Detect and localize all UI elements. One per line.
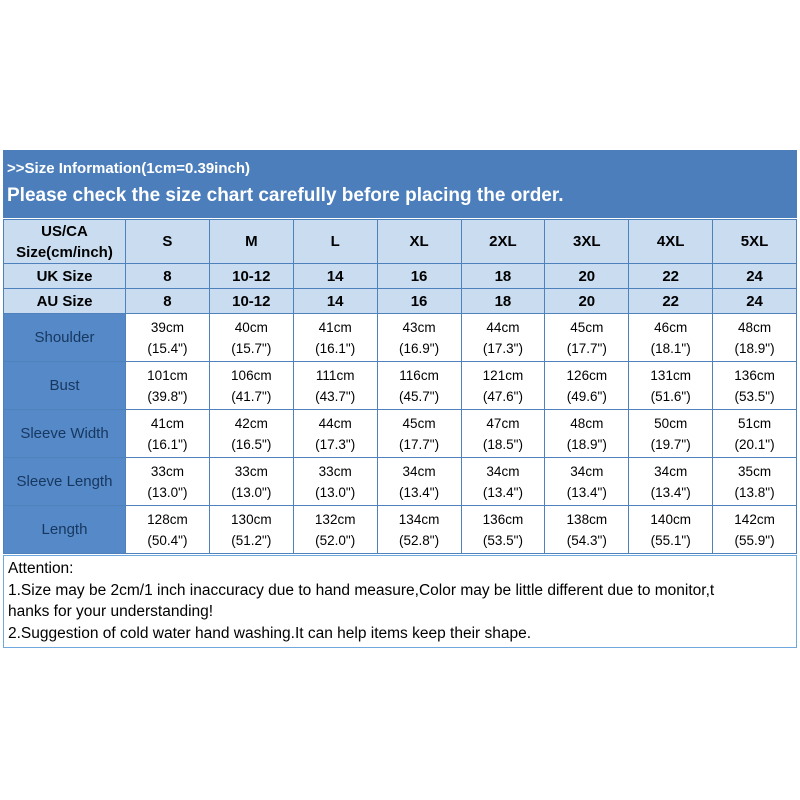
bust-value: 111cm (43.7") bbox=[292, 361, 378, 410]
uk-size-value: 24 bbox=[712, 263, 797, 289]
au-size-value: 20 bbox=[544, 288, 630, 314]
sleeve-length-label: Sleeve Length bbox=[3, 457, 126, 506]
shoulder-value: 44cm (17.3") bbox=[460, 313, 546, 362]
attention-title: Attention: bbox=[8, 560, 74, 577]
au-size-value: 16 bbox=[376, 288, 462, 314]
sleeve-length-row: Sleeve Length 33cm (13.0") 33cm (13.0") … bbox=[3, 457, 797, 506]
sleeve-length-value: 34cm (13.4") bbox=[460, 457, 546, 506]
size-header-row: US/CA Size(cm/inch) S M L XL 2XL 3XL 4XL… bbox=[3, 219, 797, 264]
au-size-value: 18 bbox=[460, 288, 546, 314]
size-header-l: L bbox=[292, 219, 378, 264]
shoulder-value: 41cm (16.1") bbox=[292, 313, 378, 362]
uk-size-row: UK Size 8 10-12 14 16 18 20 22 24 bbox=[3, 263, 797, 289]
length-value: 130cm (51.2") bbox=[208, 505, 294, 554]
shoulder-value: 43cm (16.9") bbox=[376, 313, 462, 362]
attention-line: 2.Suggestion of cold water hand washing.… bbox=[8, 624, 532, 642]
attention-line: 1.Size may be 2cm/1 inch inaccuracy due … bbox=[8, 581, 715, 599]
shoulder-value: 48cm (18.9") bbox=[712, 313, 797, 362]
check-notice: Please check the size chart carefully be… bbox=[7, 185, 564, 206]
sleeve-width-value: 44cm (17.3") bbox=[292, 409, 378, 458]
size-table: US/CA Size(cm/inch) S M L XL 2XL 3XL 4XL… bbox=[3, 219, 797, 554]
uk-size-value: 20 bbox=[544, 263, 630, 289]
size-header-2xl: 2XL bbox=[460, 219, 546, 264]
shoulder-value: 40cm (15.7") bbox=[208, 313, 294, 362]
uk-size-value: 8 bbox=[125, 263, 210, 289]
sleeve-width-value: 41cm (16.1") bbox=[125, 409, 210, 458]
uk-size-value: 18 bbox=[460, 263, 546, 289]
uk-size-value: 22 bbox=[628, 263, 714, 289]
header-banner: >>Size Information(1cm=0.39inch) Please … bbox=[3, 150, 797, 218]
length-value: 136cm (53.5") bbox=[460, 505, 546, 554]
au-size-value: 22 bbox=[628, 288, 714, 314]
sleeve-width-label: Sleeve Width bbox=[3, 409, 126, 458]
au-size-label: AU Size bbox=[3, 288, 126, 314]
length-value: 142cm (55.9") bbox=[712, 505, 797, 554]
attention-box: Attention: 1.Size may be 2cm/1 inch inac… bbox=[3, 555, 797, 648]
length-row: Length 128cm (50.4") 130cm (51.2") 132cm… bbox=[3, 505, 797, 554]
bust-value: 106cm (41.7") bbox=[208, 361, 294, 410]
uk-size-label: UK Size bbox=[3, 263, 126, 289]
size-info-title: >>Size Information(1cm=0.39inch) bbox=[7, 160, 250, 177]
shoulder-value: 45cm (17.7") bbox=[544, 313, 630, 362]
length-label: Length bbox=[3, 505, 126, 554]
attention-line: hanks for your understanding! bbox=[8, 603, 214, 620]
sleeve-width-value: 48cm (18.9") bbox=[544, 409, 630, 458]
shoulder-value: 46cm (18.1") bbox=[628, 313, 714, 362]
bust-row: Bust 101cm (39.8") 106cm (41.7") 111cm (… bbox=[3, 361, 797, 410]
sleeve-width-value: 47cm (18.5") bbox=[460, 409, 546, 458]
shoulder-value: 39cm (15.4") bbox=[125, 313, 210, 362]
sleeve-length-value: 33cm (13.0") bbox=[125, 457, 210, 506]
size-header-s: S bbox=[125, 219, 210, 264]
uk-size-value: 14 bbox=[292, 263, 378, 289]
length-value: 128cm (50.4") bbox=[125, 505, 210, 554]
length-value: 132cm (52.0") bbox=[292, 505, 378, 554]
sleeve-width-value: 42cm (16.5") bbox=[208, 409, 294, 458]
bust-value: 101cm (39.8") bbox=[125, 361, 210, 410]
sleeve-width-value: 50cm (19.7") bbox=[628, 409, 714, 458]
shoulder-row: Shoulder 39cm (15.4") 40cm (15.7") 41cm … bbox=[3, 313, 797, 362]
length-value: 134cm (52.8") bbox=[376, 505, 462, 554]
bust-value: 116cm (45.7") bbox=[376, 361, 462, 410]
bust-value: 121cm (47.6") bbox=[460, 361, 546, 410]
sleeve-length-value: 34cm (13.4") bbox=[544, 457, 630, 506]
au-size-value: 8 bbox=[125, 288, 210, 314]
shoulder-label: Shoulder bbox=[3, 313, 126, 362]
au-size-value: 14 bbox=[292, 288, 378, 314]
sleeve-length-value: 33cm (13.0") bbox=[208, 457, 294, 506]
au-size-value: 24 bbox=[712, 288, 797, 314]
length-value: 138cm (54.3") bbox=[544, 505, 630, 554]
size-header-4xl: 4XL bbox=[628, 219, 714, 264]
bust-value: 136cm (53.5") bbox=[712, 361, 797, 410]
size-header-3xl: 3XL bbox=[544, 219, 630, 264]
sleeve-length-value: 33cm (13.0") bbox=[292, 457, 378, 506]
uk-size-value: 10-12 bbox=[208, 263, 294, 289]
sleeve-length-value: 34cm (13.4") bbox=[628, 457, 714, 506]
size-header-m: M bbox=[208, 219, 294, 264]
sleeve-width-value: 45cm (17.7") bbox=[376, 409, 462, 458]
bust-value: 131cm (51.6") bbox=[628, 361, 714, 410]
size-header-xl: XL bbox=[376, 219, 462, 264]
corner-header: US/CA Size(cm/inch) bbox=[3, 219, 126, 264]
uk-size-value: 16 bbox=[376, 263, 462, 289]
size-chart-page: >>Size Information(1cm=0.39inch) Please … bbox=[3, 150, 797, 648]
size-header-5xl: 5XL bbox=[712, 219, 797, 264]
sleeve-length-value: 35cm (13.8") bbox=[712, 457, 797, 506]
bust-label: Bust bbox=[3, 361, 126, 410]
sleeve-width-row: Sleeve Width 41cm (16.1") 42cm (16.5") 4… bbox=[3, 409, 797, 458]
sleeve-width-value: 51cm (20.1") bbox=[712, 409, 797, 458]
length-value: 140cm (55.1") bbox=[628, 505, 714, 554]
bust-value: 126cm (49.6") bbox=[544, 361, 630, 410]
au-size-row: AU Size 8 10-12 14 16 18 20 22 24 bbox=[3, 288, 797, 314]
sleeve-length-value: 34cm (13.4") bbox=[376, 457, 462, 506]
au-size-value: 10-12 bbox=[208, 288, 294, 314]
